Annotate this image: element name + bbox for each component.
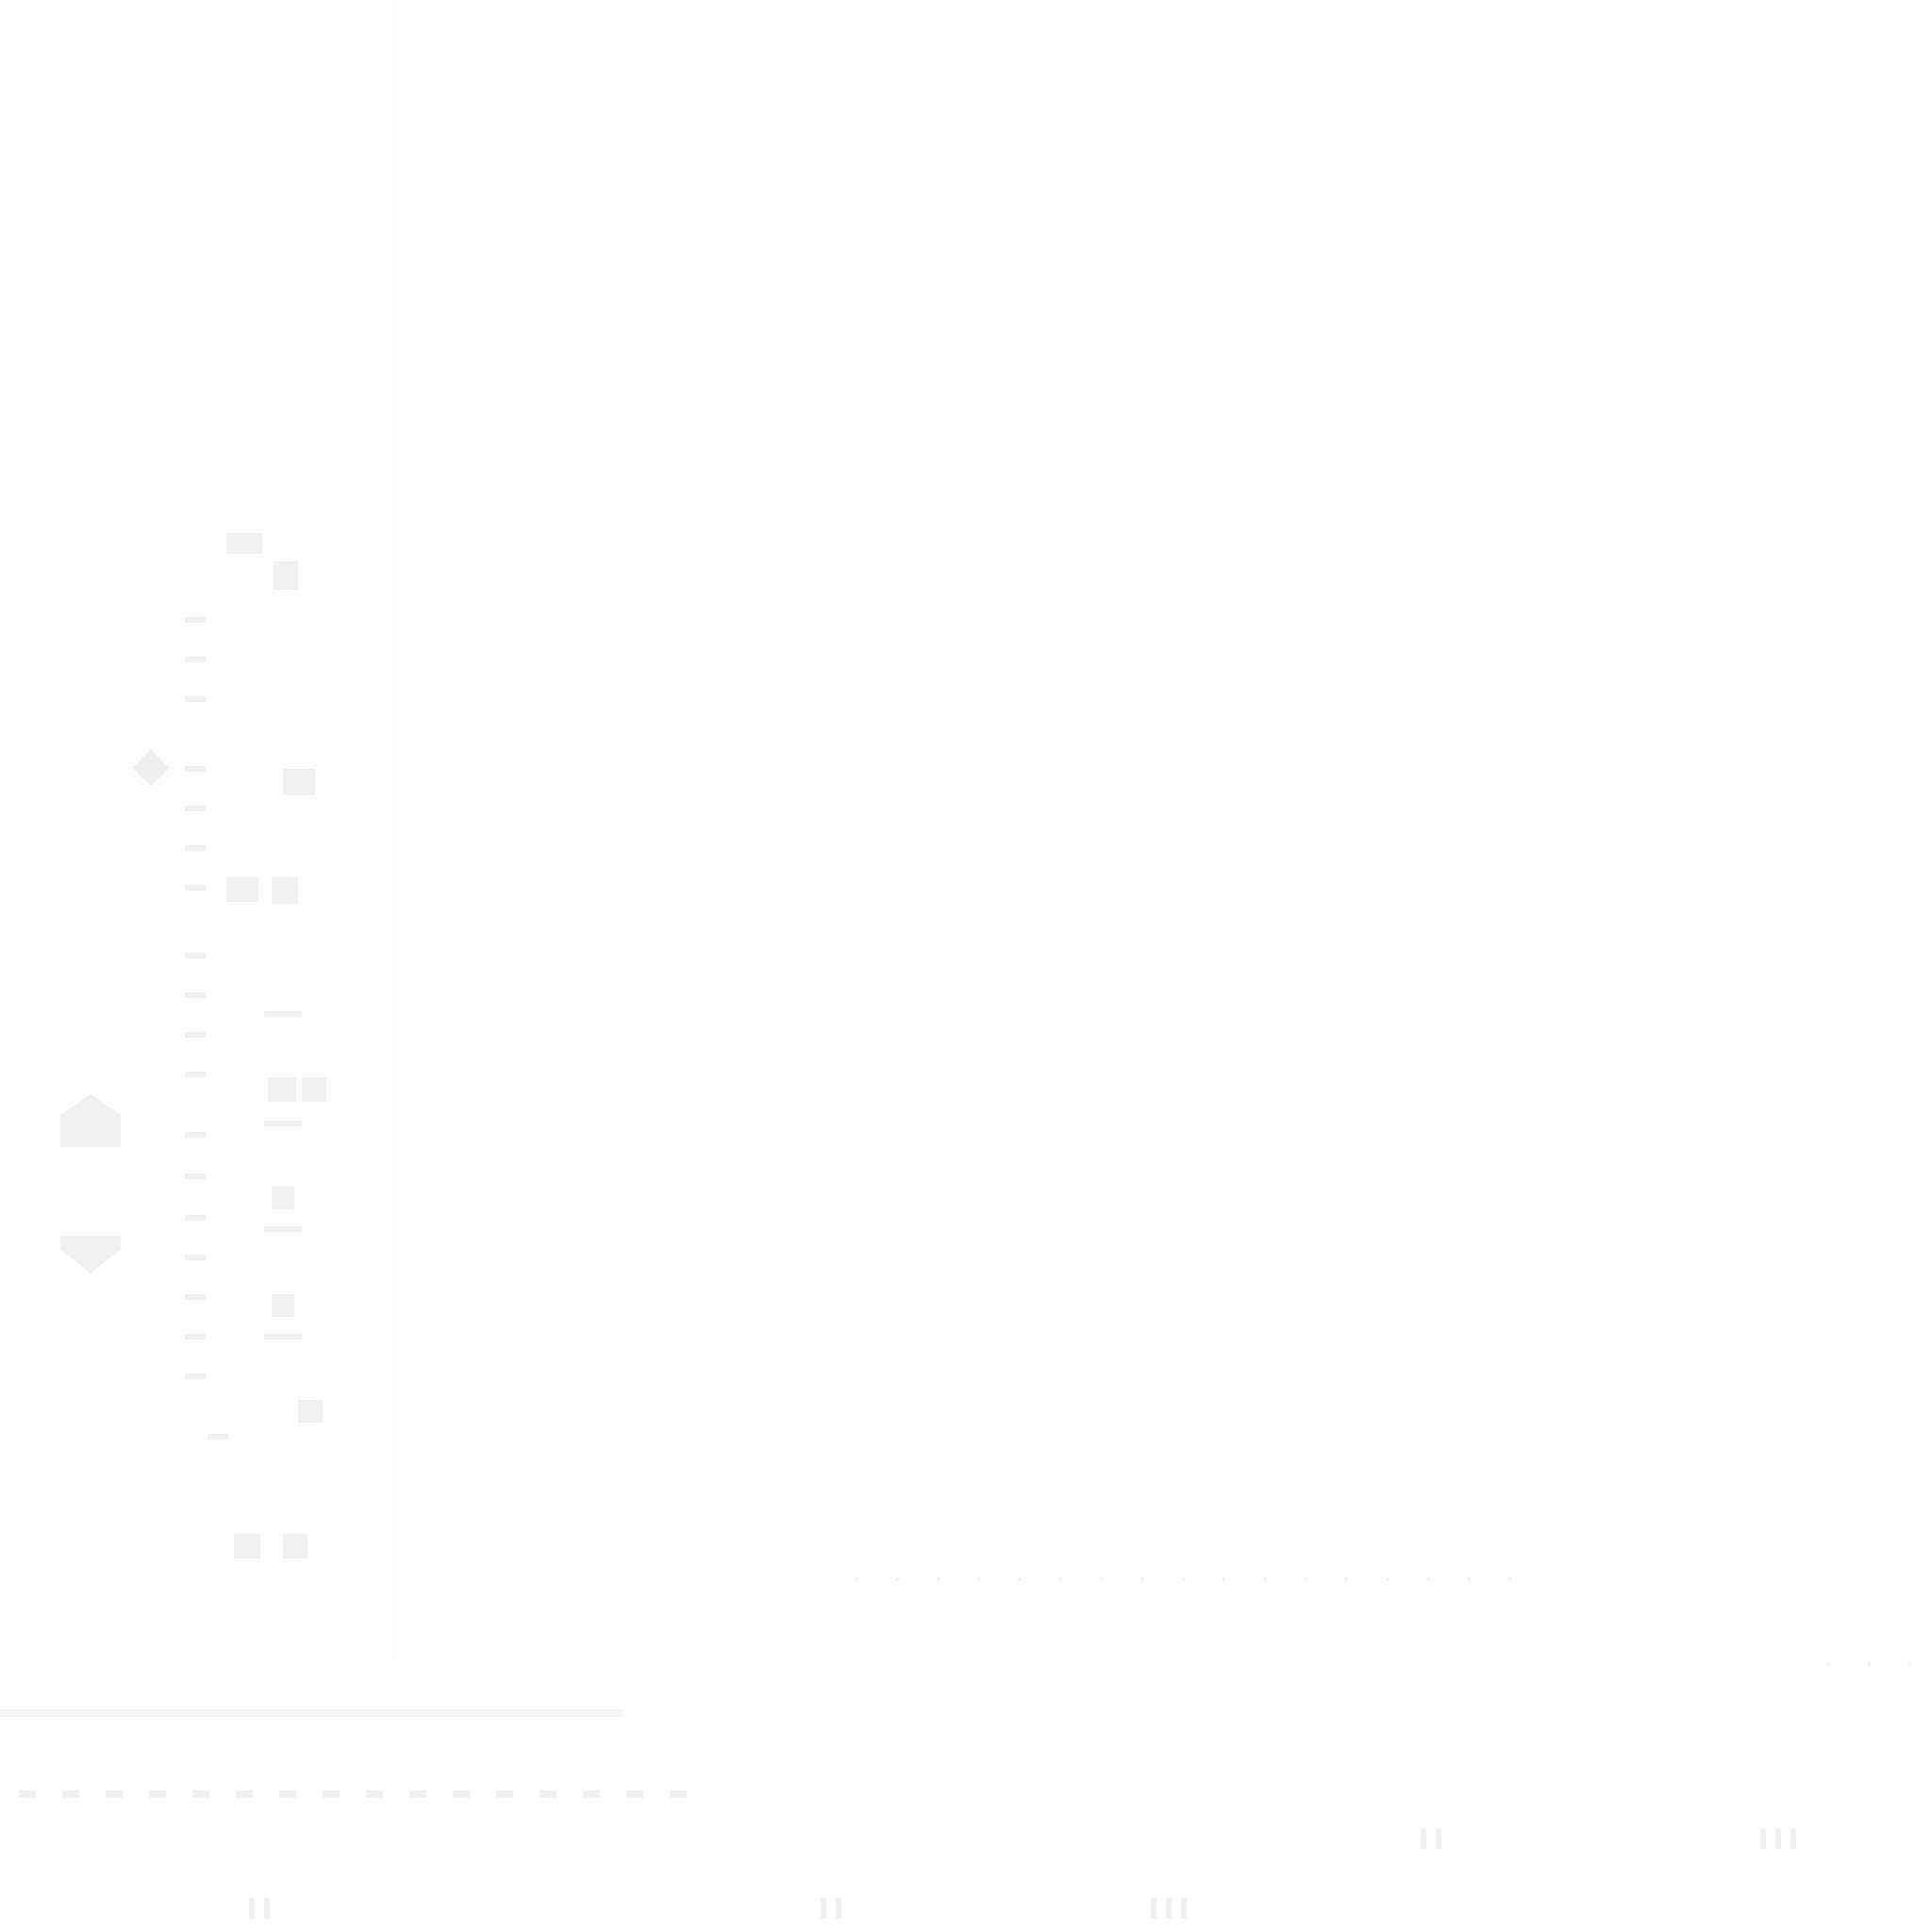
faded-sidebar-region <box>0 0 396 1660</box>
faint-tick-row <box>1421 1828 1441 1849</box>
artifact-block <box>272 1294 294 1317</box>
artifact-block <box>298 1400 323 1423</box>
artifact-line <box>185 696 206 702</box>
artifact-line <box>185 1032 206 1038</box>
artifact-line <box>264 1226 302 1232</box>
artifact-line <box>185 766 206 772</box>
artifact-line <box>185 1072 206 1077</box>
artifact-line <box>185 885 206 891</box>
artifact-block <box>268 1077 296 1102</box>
artifact-line <box>185 806 206 811</box>
arrow-down-icon-body <box>60 1236 121 1249</box>
artifact-block <box>226 877 258 902</box>
faint-tick-row <box>821 1898 841 1919</box>
faint-noise-strip: · · · <box>1821 1651 1924 1679</box>
artifact-block <box>283 1534 308 1558</box>
artifact-block <box>302 1077 326 1102</box>
artifact-line <box>208 1434 228 1440</box>
artifact-line <box>185 1334 206 1340</box>
artifact-line <box>185 1294 206 1300</box>
faint-tick-row <box>249 1898 270 1919</box>
artifact-line <box>185 1215 206 1221</box>
faint-band <box>0 1709 623 1717</box>
arrow-up-icon-body <box>60 1115 121 1147</box>
artifact-block <box>283 769 315 795</box>
artifact-block <box>226 533 262 554</box>
artifact-block <box>272 877 298 904</box>
arrow-down-icon <box>60 1249 121 1274</box>
artifact-line <box>185 657 206 662</box>
artifact-line <box>264 1334 302 1340</box>
artifact-line <box>185 1374 206 1379</box>
artifact-line <box>185 953 206 958</box>
faint-dash-row <box>19 1790 687 1798</box>
artifact-line <box>185 1255 206 1260</box>
faint-tick-row <box>1760 1828 1796 1849</box>
diamond-icon <box>132 749 170 787</box>
artifact-line <box>185 845 206 851</box>
artifact-block <box>272 1187 294 1209</box>
artifact-block <box>234 1534 260 1558</box>
artifact-line <box>264 1121 302 1126</box>
artifact-block <box>274 561 298 590</box>
artifact-line <box>185 617 206 623</box>
artifact-line <box>185 1174 206 1179</box>
faint-noise-strip: · · · · · · · · · · · · · · · · · <box>849 1566 1524 1594</box>
artifact-line <box>185 1132 206 1138</box>
artifact-line <box>185 992 206 998</box>
artifact-line <box>264 1011 302 1017</box>
faint-tick-row <box>1151 1898 1187 1919</box>
arrow-up-icon <box>60 1094 121 1115</box>
